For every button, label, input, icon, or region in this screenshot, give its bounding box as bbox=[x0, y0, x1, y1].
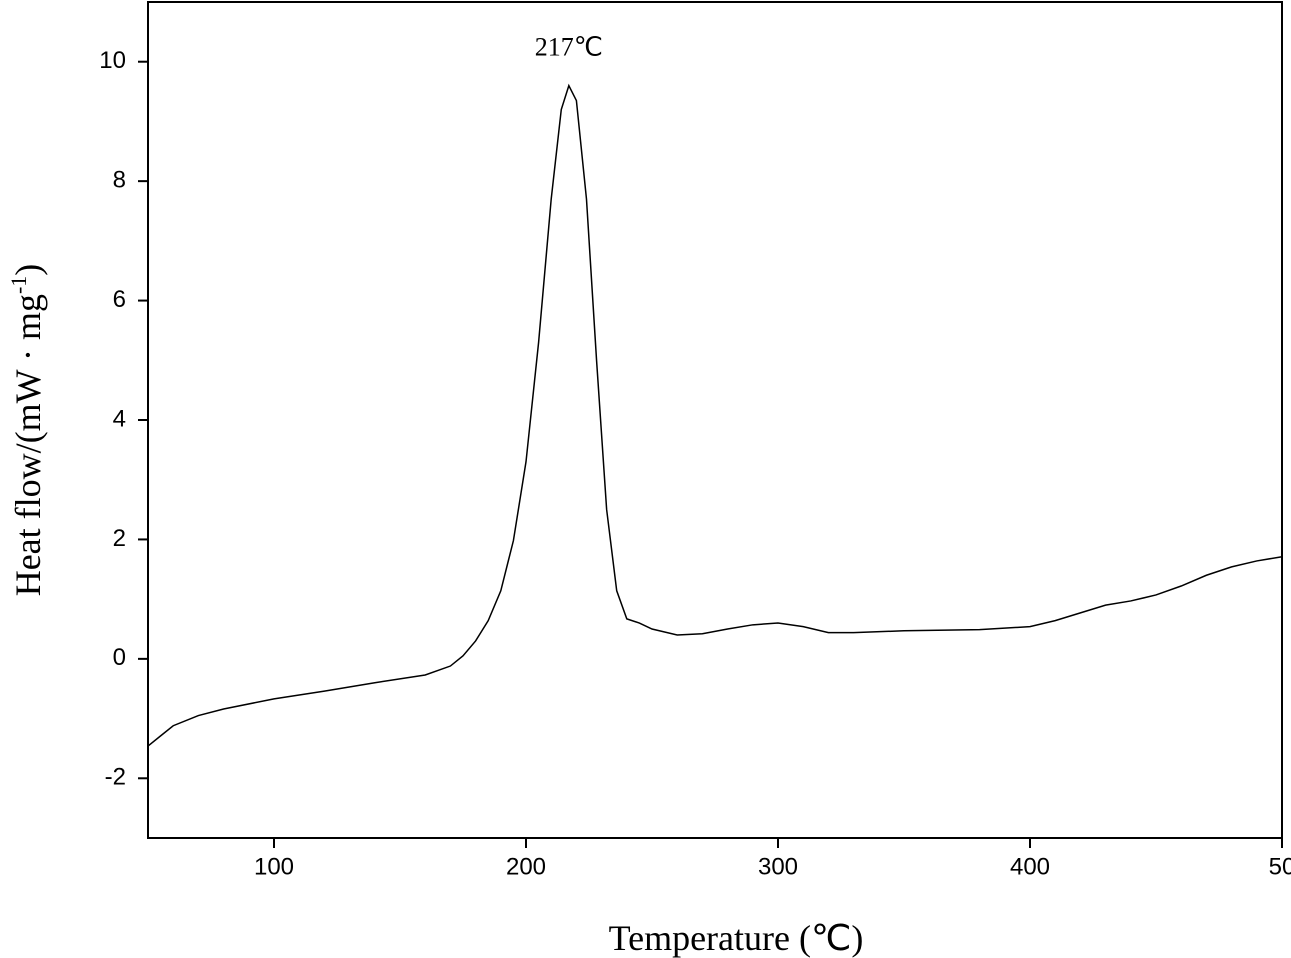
x-tick-label: 50 bbox=[1269, 853, 1291, 880]
y-axis-label-sup: -1 bbox=[6, 276, 31, 294]
y-tick-label: -2 bbox=[105, 764, 126, 791]
x-tick-label: 400 bbox=[1010, 853, 1050, 880]
x-tick-label: 300 bbox=[758, 853, 798, 880]
y-tick-label: 10 bbox=[99, 47, 126, 74]
x-tick-label: 200 bbox=[506, 853, 546, 880]
x-axis-label: Temperature (℃) bbox=[609, 918, 864, 958]
plot-frame bbox=[147, 1, 1283, 839]
y-tick-label: 8 bbox=[113, 166, 126, 193]
y-tick-label: 0 bbox=[113, 644, 126, 671]
x-tick-label: 100 bbox=[254, 853, 294, 880]
y-tick-label: 2 bbox=[113, 525, 126, 552]
peak-annotation: 217℃ bbox=[535, 33, 603, 62]
y-axis-label: Heat flow/(mW · mg-1) bbox=[6, 264, 48, 597]
y-tick-label: 6 bbox=[113, 286, 126, 313]
y-axis-label-end: ) bbox=[8, 264, 48, 276]
data-line bbox=[147, 83, 1283, 747]
y-tick-label: 4 bbox=[113, 405, 126, 432]
y-axis-label-main: Heat flow/(mW · mg bbox=[8, 294, 48, 596]
